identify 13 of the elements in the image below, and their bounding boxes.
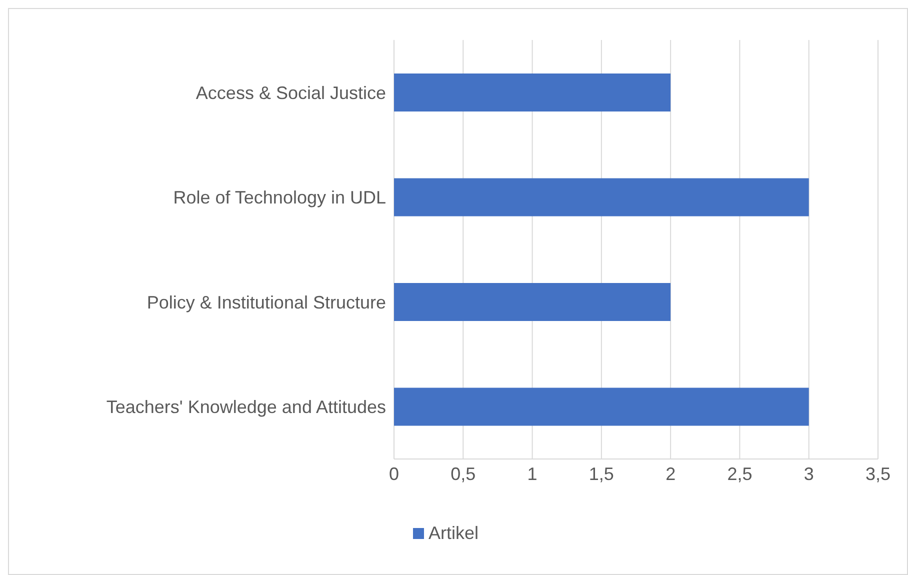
y-tick-label: Teachers' Knowledge and Attitudes (106, 397, 386, 418)
x-tick-label: 2,5 (727, 464, 752, 484)
legend-label: Artikel (428, 523, 478, 544)
y-tick-label: Access & Social Justice (196, 82, 386, 103)
x-tick-label: 1 (527, 464, 538, 484)
x-tick-label: 1,5 (588, 464, 614, 484)
x-tick-label: 0 (388, 464, 400, 484)
x-tick-label: 0,5 (450, 464, 476, 484)
x-tick-label: 2 (666, 464, 676, 484)
y-tick-label: Policy & Institutional Structure (146, 292, 386, 312)
x-tick-label: 3,5 (865, 464, 891, 484)
y-tick-label: Role of Technology in UDL (173, 188, 386, 208)
x-tick-label: 3 (804, 464, 814, 484)
